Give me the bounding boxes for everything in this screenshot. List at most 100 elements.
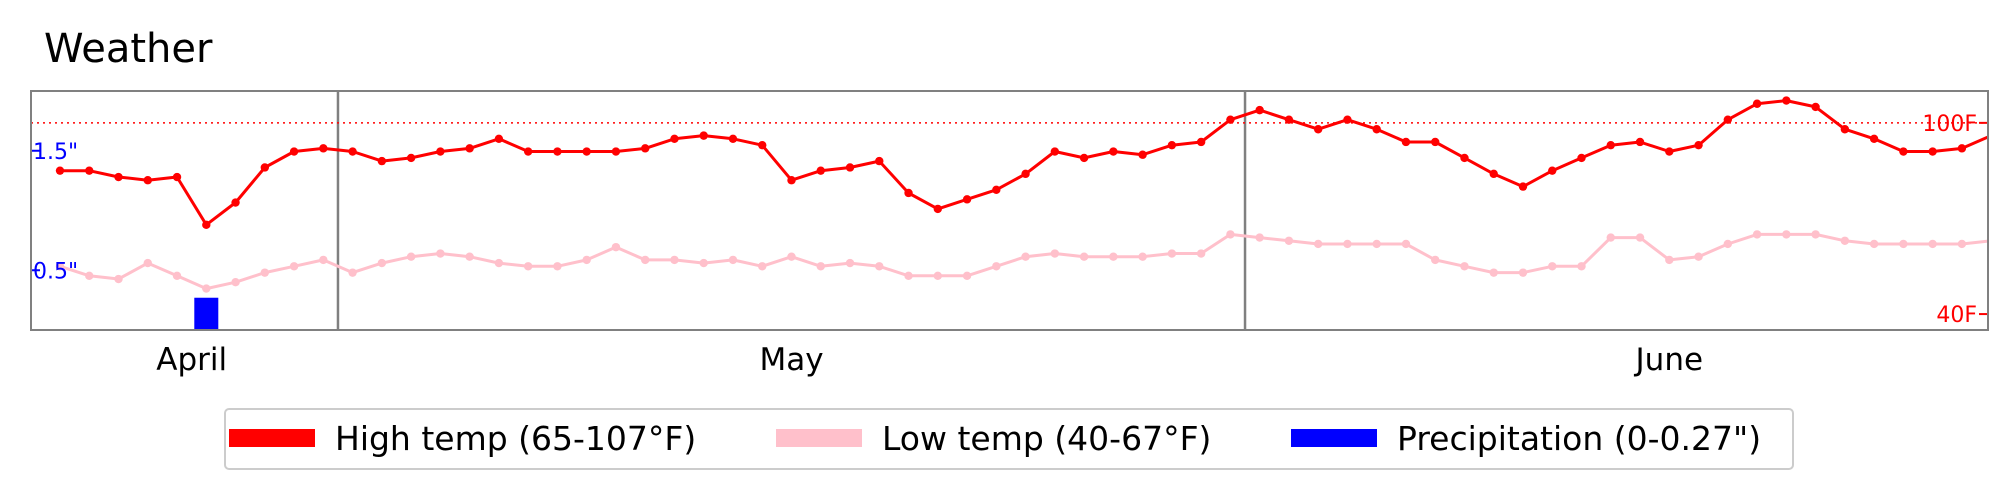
high-temp-point (816, 166, 825, 175)
high-temp-line (60, 99, 1988, 227)
low-temp-point (1694, 252, 1703, 261)
high-temp-point (728, 134, 738, 143)
high-temp-point (260, 163, 270, 172)
high-temp-point (962, 195, 972, 204)
high-temp-point (202, 220, 211, 230)
high-temp-point (1752, 99, 1762, 108)
high-temp-point (172, 172, 182, 182)
high-temp-point (231, 198, 240, 207)
plot-frame (30, 90, 1989, 331)
low-temp-point (1518, 268, 1528, 277)
low-temp-point (1255, 233, 1264, 242)
low-temp-point (348, 268, 357, 277)
low-temp-point (1928, 239, 1937, 249)
low-temp-point (845, 258, 855, 268)
high-temp-point (1840, 125, 1850, 134)
low-temp-point (1372, 239, 1381, 249)
high-temp-point (1635, 137, 1645, 147)
high-temp-point (1606, 140, 1615, 150)
low-temp-point (1957, 239, 1967, 249)
low-temp-point (553, 262, 562, 271)
high-temp-point (1665, 147, 1674, 156)
high-temp-point (523, 147, 533, 156)
high-temp-point (1782, 96, 1791, 105)
low-temp-point (1840, 236, 1850, 245)
low-temp-point (641, 255, 650, 265)
high-temp-point (1899, 147, 1908, 156)
low-temp-point (728, 255, 738, 265)
high-temp-point (1928, 147, 1937, 156)
high-temp-point (904, 188, 913, 198)
high-temp-point (758, 140, 767, 150)
high-temp-point (1401, 137, 1411, 147)
high-temp-point (289, 147, 299, 156)
low-temp-point (1782, 230, 1791, 239)
low-temp-point (436, 249, 445, 258)
low-temp-point (816, 262, 825, 271)
legend-label-high: High temp (65-107°F) (335, 419, 696, 458)
low-temp-point (114, 274, 123, 284)
high-temp-point (992, 185, 1001, 194)
low-temp-point (611, 242, 621, 252)
low-temp-point (1313, 239, 1323, 249)
high-temp-point (1138, 150, 1147, 159)
low-temp-point (1606, 233, 1615, 242)
high-temp-point (377, 156, 387, 166)
low-temp-point (406, 252, 416, 261)
low-temp-point (1752, 230, 1762, 239)
low-temp-point (1869, 239, 1879, 249)
high-temp-point (1255, 105, 1264, 115)
chart-title: Weather (44, 26, 213, 72)
high-temp-point (553, 147, 562, 156)
low-temp-point (992, 262, 1001, 271)
high-temp-point (933, 204, 942, 214)
high-temp-point (670, 134, 679, 143)
low-temp-point (758, 262, 767, 271)
low-temp-point (143, 258, 152, 268)
high-temp-point (1489, 169, 1498, 179)
low-temp-point (1138, 252, 1147, 261)
high-temp-point (1226, 115, 1235, 124)
month-labels: April May June (156, 342, 1703, 378)
high-temp-point (143, 176, 152, 185)
low-temp-point (85, 271, 94, 281)
low-temp-point (1079, 252, 1089, 261)
low-temp-point (523, 262, 533, 271)
month-label-june: June (1634, 342, 1704, 378)
high-temp-point (1869, 134, 1879, 143)
precip-tick-label: 0.5" (33, 259, 78, 284)
low-temp-point (1489, 268, 1498, 277)
low-temp-point (1109, 252, 1118, 261)
low-temp-point (494, 258, 504, 268)
precip-tick-label: 1.5" (33, 140, 78, 165)
low-temp-point (1460, 262, 1469, 271)
legend-box (224, 408, 1794, 470)
high-temp-point (845, 163, 855, 172)
low-temp-point (1635, 233, 1645, 242)
low-temp-point (377, 258, 387, 268)
low-temp-point (1723, 239, 1733, 249)
legend-swatch-low (776, 429, 862, 447)
high-temp-point (641, 144, 650, 153)
low-temp-point (699, 258, 708, 268)
temp-tick-label: 40F (1936, 303, 1977, 328)
low-temp-point (319, 255, 328, 265)
low-temp-point (1899, 239, 1908, 249)
high-temp-point (1431, 137, 1440, 147)
high-temp-point (436, 147, 445, 156)
high-temp-point (1196, 137, 1206, 147)
low-temp-line (59, 232, 1988, 291)
low-temp-point (1343, 239, 1352, 249)
low-temp-point (1431, 255, 1440, 265)
high-temp-point (1957, 144, 1967, 153)
high-temp-point (582, 147, 591, 156)
low-temp-point (231, 278, 240, 287)
high-temp-point (114, 172, 123, 182)
low-temp-point (582, 255, 591, 265)
low-temp-point (933, 271, 942, 281)
high-temp-point (611, 147, 621, 156)
high-temp-point (1372, 125, 1381, 134)
legend: High temp (65-107°F) Low temp (40-67°F) Pr… (224, 408, 1794, 470)
low-temp-point (670, 255, 679, 265)
high-temp-point (1518, 182, 1528, 191)
